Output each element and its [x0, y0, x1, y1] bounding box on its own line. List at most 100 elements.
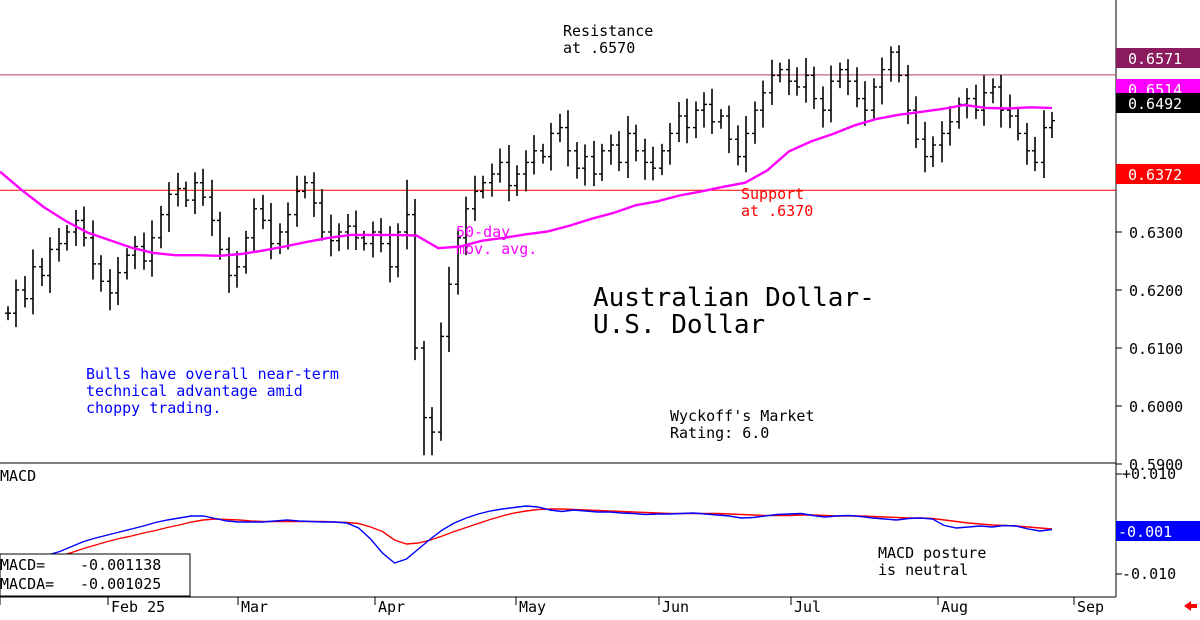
ohlc-bar: [234, 251, 240, 288]
ohlc-bar: [990, 78, 996, 104]
ohlc-bar: [811, 66, 817, 110]
price-annotation: at .6370: [741, 202, 813, 220]
ohlc-bar: [277, 223, 283, 255]
ohlc-bar: [591, 140, 597, 187]
macd-series-line: [0, 508, 1053, 575]
price-tick-label: 0.6200: [1129, 282, 1183, 300]
ohlc-bar: [404, 179, 410, 250]
macd-title: MACD: [0, 467, 36, 485]
ohlc-bar: [319, 189, 325, 241]
ohlc-bar: [905, 64, 911, 125]
ohlc-bar: [446, 266, 452, 353]
ohlc-bar: [200, 168, 206, 206]
ohlc-bar: [412, 198, 418, 361]
ohlc-bar: [39, 258, 45, 286]
ohlc-bar: [599, 143, 605, 181]
ohlc-bar: [650, 146, 656, 181]
x-axis-label: Jun: [662, 598, 689, 616]
x-axis-label: Sep: [1077, 598, 1104, 616]
ohlc-bar: [557, 113, 563, 143]
ohlc-bar: [294, 175, 300, 227]
price-annotation: at .6570: [563, 39, 635, 57]
left-arrow-icon[interactable]: [1184, 601, 1197, 611]
ohlc-bar: [998, 74, 1004, 128]
ohlc-bar: [922, 121, 928, 173]
ohlc-bar: [480, 175, 486, 199]
ohlc-bar: [251, 198, 257, 252]
ohlc-bar: [684, 98, 690, 144]
ohlc-bar: [871, 78, 877, 121]
ohlc-bar: [854, 67, 860, 108]
macd-value-box: [1116, 521, 1200, 541]
x-axis-label: Aug: [941, 598, 968, 616]
macd-legend-box: [0, 553, 191, 597]
ohlc-bar: [667, 122, 673, 165]
ohlc-bar: [514, 165, 520, 197]
ohlc-bar: [709, 88, 715, 134]
ohlc-bar: [845, 59, 851, 96]
price-tick-label: 0.5900: [1129, 456, 1183, 474]
ohlc-bar: [268, 203, 274, 260]
ohlc-bar: [947, 106, 953, 146]
ohlc-bar: [565, 110, 571, 167]
ohlc-bar: [13, 279, 19, 328]
ohlc-bar: [30, 249, 36, 315]
price-annotation: Rating: 6.0: [670, 424, 769, 442]
ohlc-bar: [353, 210, 359, 250]
ohlc-bar: [743, 116, 749, 173]
price-box: [1116, 164, 1200, 184]
ohlc-bar: [132, 236, 138, 270]
ohlc-bar: [285, 202, 291, 250]
ohlc-bar: [158, 205, 164, 249]
macd-legend-value: -0.001138: [80, 556, 161, 574]
ohlc-bar: [115, 256, 121, 306]
ohlc-bar: [124, 248, 130, 280]
ohlc-bar: [489, 163, 495, 197]
price-annotation: technical advantage amid: [86, 382, 303, 400]
ohlc-bar: [107, 269, 113, 311]
x-axis-label: Apr: [378, 598, 405, 616]
ohlc-bar: [506, 145, 512, 202]
price-tick-label: 0.6300: [1129, 224, 1183, 242]
ohlc-bar: [828, 65, 834, 123]
ohlc-bar: [956, 97, 962, 129]
price-tick-label: 0.6000: [1129, 398, 1183, 416]
ohlc-bar: [735, 125, 741, 166]
ohlc-bar: [939, 121, 945, 163]
ohlc-bar: [701, 92, 707, 128]
ohlc-bar: [421, 341, 427, 456]
price-annotation: Wyckoff's Market: [670, 407, 815, 425]
price-box-label: 0.6492: [1128, 95, 1182, 113]
ohlc-bar: [226, 237, 232, 293]
price-box: [1116, 93, 1200, 113]
ohlc-bar: [472, 175, 478, 221]
ohlc-bar: [693, 101, 699, 139]
ohlc-bar: [5, 306, 11, 321]
macd-tick-label: +0.010: [1122, 465, 1176, 483]
ohlc-bar: [964, 88, 970, 119]
ohlc-bar: [64, 225, 70, 251]
ohlc-bar: [676, 102, 682, 143]
ohlc-bar: [803, 58, 809, 103]
ohlc-bar: [777, 62, 783, 83]
ohlc-bar: [973, 84, 979, 119]
ohlc-bar: [531, 135, 537, 175]
ohlc-bar: [1015, 109, 1021, 141]
ohlc-bar: [769, 59, 775, 105]
ohlc-bar: [760, 80, 766, 128]
ohlc-bar: [523, 150, 529, 192]
ohlc-bar: [260, 194, 266, 230]
ohlc-bar: [633, 124, 639, 162]
ohlc-bar: [345, 214, 351, 250]
price-tick-label: 0.6100: [1129, 340, 1183, 358]
ohlc-bar: [896, 45, 902, 83]
macd-annotation: is neutral: [878, 561, 968, 579]
ohlc-bar: [209, 179, 215, 237]
x-axis-label: Jul: [794, 598, 821, 616]
ohlc-bar: [73, 209, 79, 246]
macd-legend-value: -0.001025: [80, 575, 161, 593]
chart-title: Australian Dollar-: [593, 283, 875, 313]
ohlc-bar: [642, 138, 648, 180]
ohlc-bar: [81, 206, 87, 247]
ohlc-bar: [718, 109, 724, 129]
